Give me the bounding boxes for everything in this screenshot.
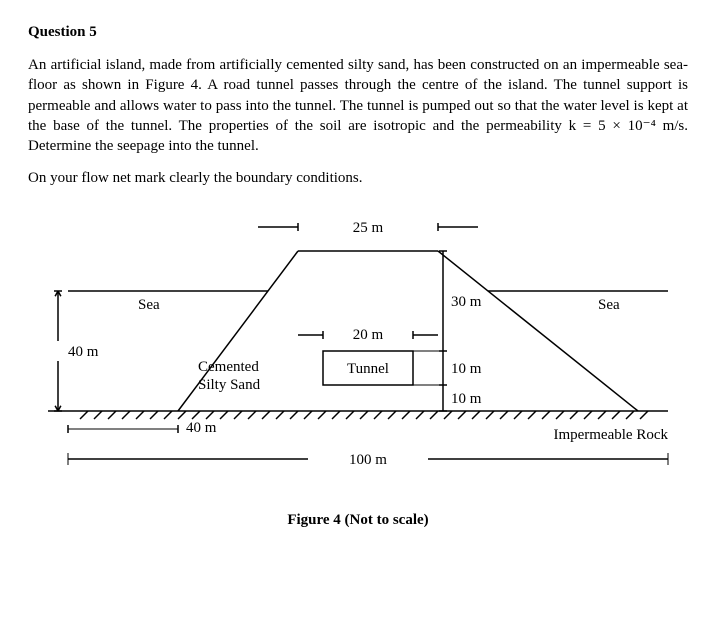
svg-text:100 m: 100 m: [349, 452, 387, 468]
svg-text:40 m: 40 m: [186, 420, 217, 436]
question-paragraph-2: On your flow net mark clearly the bounda…: [28, 168, 688, 188]
figure-container: 25 m Sea Sea Impermeable Rock 40 m Tunnel 20 m…: [28, 201, 688, 529]
svg-text:20 m: 20 m: [353, 327, 384, 343]
svg-text:Cemented: Cemented: [198, 359, 259, 375]
svg-text:Tunnel: Tunnel: [347, 361, 389, 377]
figure-diagram: 25 m Sea Sea Impermeable Rock 40 m Tunnel 20 m…: [28, 201, 688, 501]
svg-text:Silty Sand: Silty Sand: [198, 377, 261, 393]
svg-text:Sea: Sea: [598, 297, 620, 313]
svg-text:30 m: 30 m: [451, 294, 482, 310]
question-paragraph-1: An artificial island, made from artifici…: [28, 55, 688, 156]
svg-text:Impermeable Rock: Impermeable Rock: [553, 427, 668, 443]
svg-text:25 m: 25 m: [353, 220, 384, 236]
question-heading: Question 5: [28, 24, 688, 41]
svg-text:10 m: 10 m: [451, 361, 482, 377]
svg-text:40 m: 40 m: [68, 344, 99, 360]
svg-text:10 m: 10 m: [451, 391, 482, 407]
svg-text:Sea: Sea: [138, 297, 160, 313]
figure-caption: Figure 4 (Not to scale): [28, 512, 688, 529]
